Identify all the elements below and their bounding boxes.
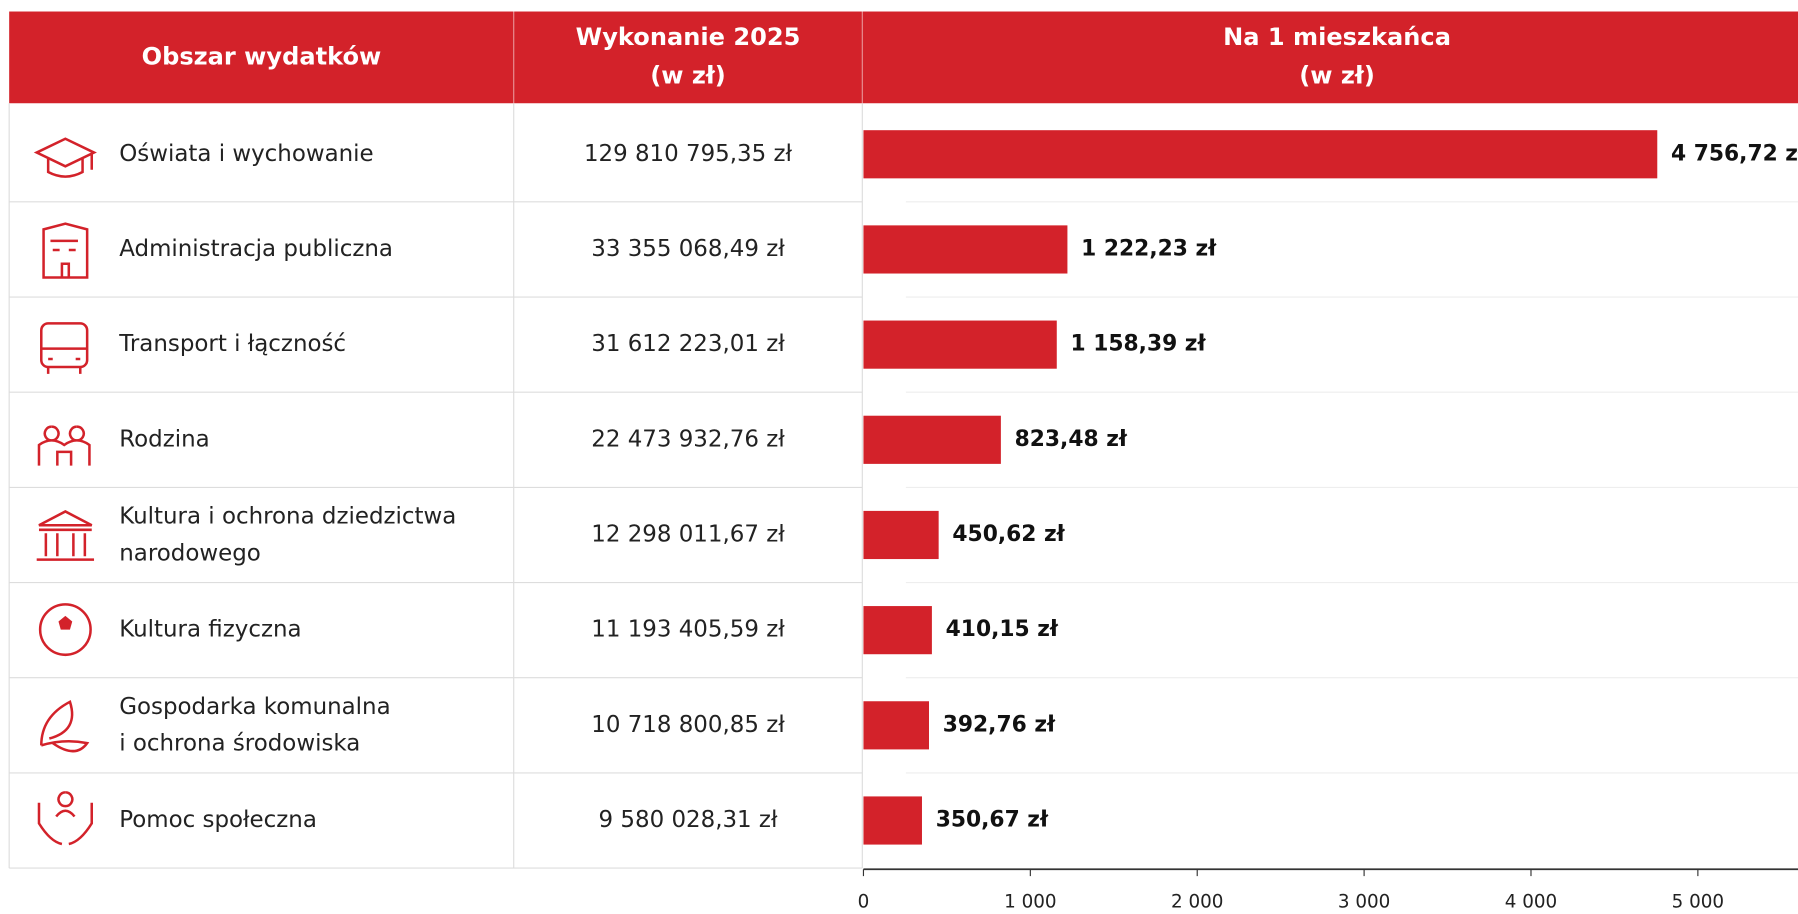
icons xyxy=(33,137,97,846)
x-tick-label: 4 000 xyxy=(1505,891,1557,912)
amount: 129 810 795,35 zł xyxy=(584,141,793,167)
amount: 12 298 011,67 zł xyxy=(591,521,785,547)
bar xyxy=(863,510,939,560)
bar xyxy=(863,701,929,750)
bar xyxy=(863,130,1658,179)
header: Na 1 mieszkańca (w zł) xyxy=(1223,23,1451,90)
icon xyxy=(36,510,95,561)
icon xyxy=(41,347,88,374)
category-label: Transport i łączność xyxy=(118,331,346,357)
x-tick-label: 3 000 xyxy=(1338,891,1390,912)
value-label: 350,67 zł xyxy=(936,807,1049,832)
value-label: 4 756,72 zł xyxy=(1671,141,1798,166)
category-label: Oświata i wychowanie xyxy=(119,141,373,167)
icon xyxy=(58,615,73,630)
bar xyxy=(863,225,1068,274)
category-label: Rodzina xyxy=(119,426,209,452)
category-label: Pomoc społeczna xyxy=(119,807,317,833)
value-label: 392,76 zł xyxy=(943,712,1056,737)
value-label: 1 158,39 zł xyxy=(1071,332,1207,357)
value-label: 1 222,23 zł xyxy=(1081,236,1217,261)
icon xyxy=(40,322,89,369)
header: Obszar wydatków xyxy=(142,42,382,70)
amount: 9 580 028,31 zł xyxy=(599,807,778,833)
icon xyxy=(38,603,92,657)
amount: 11 193 405,59 zł xyxy=(591,617,785,643)
category-label: Administracja publiczna xyxy=(119,236,393,262)
icon xyxy=(40,700,90,753)
header: Wykonanie 2025 (w zł) xyxy=(576,23,801,90)
icon xyxy=(37,425,91,466)
amount: 22 473 932,76 zł xyxy=(591,426,785,452)
icon xyxy=(37,791,93,846)
bar xyxy=(863,606,932,655)
category-label: Kultura i ochrona dziedzictwa narodowego xyxy=(119,503,456,566)
value-label: 410,15 zł xyxy=(946,617,1059,642)
category-label: Kultura fizyczna xyxy=(119,617,301,643)
amount: 33 355 068,49 zł xyxy=(591,236,785,262)
x-tick-label: 0 xyxy=(858,891,870,912)
bar xyxy=(863,320,1057,369)
icon xyxy=(42,222,89,279)
amount: 31 612 223,01 zł xyxy=(591,331,785,357)
category-label: Gospodarka komunalna i ochrona środowiska xyxy=(119,693,390,756)
x-tick-label: 2 000 xyxy=(1171,891,1223,912)
x-tick-label: 1 000 xyxy=(1004,891,1056,912)
bar xyxy=(863,415,1001,464)
value-label: 450,62 zł xyxy=(952,522,1065,547)
icon xyxy=(33,137,97,178)
amount: 10 718 800,85 zł xyxy=(591,712,785,738)
header-band xyxy=(9,11,1798,104)
bar xyxy=(863,796,922,845)
value-label: 823,48 zł xyxy=(1015,427,1128,452)
x-tick-label: 5 000 xyxy=(1672,891,1724,912)
